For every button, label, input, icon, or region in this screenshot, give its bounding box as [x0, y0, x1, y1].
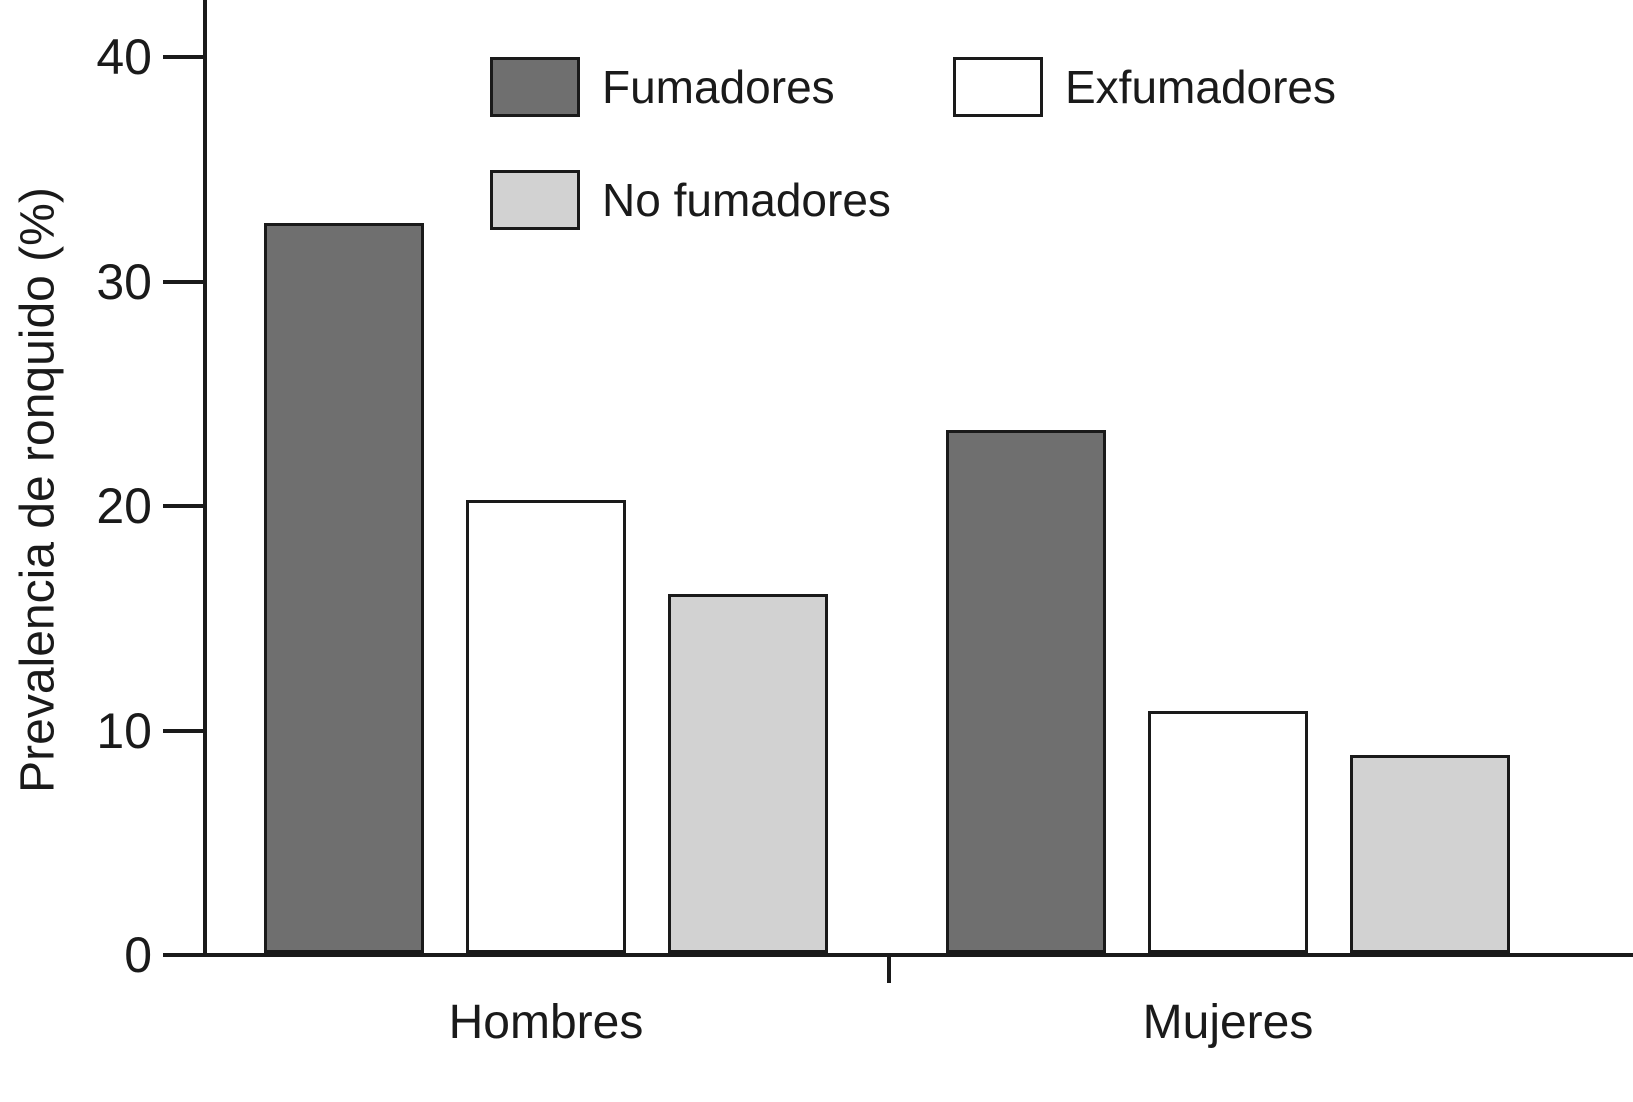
legend-swatch — [490, 57, 580, 117]
legend-label: No fumadores — [602, 174, 891, 226]
bar-hombres-no-fumadores — [668, 594, 828, 953]
bar-hombres-exfumadores — [466, 500, 626, 953]
y-tick-line — [163, 953, 205, 957]
legend-item-exfumadores: Exfumadores — [953, 57, 1336, 117]
legend-item-no-fumadores: No fumadores — [490, 170, 891, 230]
y-tick-label: 40 — [96, 29, 152, 85]
legend-label: Fumadores — [602, 61, 835, 113]
y-tick-line — [163, 279, 205, 284]
bar-mujeres-exfumadores — [1148, 711, 1308, 953]
legend-label: Exfumadores — [1065, 61, 1337, 113]
y-tick-label: 0 — [124, 927, 152, 983]
legend-item-fumadores: Fumadores — [490, 57, 835, 117]
y-tick-line — [163, 504, 205, 508]
y-tick-label: 10 — [96, 702, 152, 759]
y-tick-line — [163, 728, 205, 733]
bar-mujeres-no-fumadores — [1350, 755, 1510, 953]
x-axis-line — [163, 953, 1633, 957]
bar-mujeres-fumadores — [946, 430, 1106, 953]
category-label-mujeres: Mujeres — [1142, 996, 1314, 1049]
y-tick-label: 30 — [96, 253, 152, 310]
category-label-hombres: Hombres — [448, 996, 644, 1049]
y-tick-label: 20 — [96, 478, 152, 534]
legend-swatch — [953, 57, 1043, 117]
legend-swatch — [490, 170, 580, 230]
y-axis-line — [203, 0, 207, 957]
bar-hombres-fumadores — [264, 223, 424, 953]
y-tick-line — [163, 55, 205, 59]
x-axis-group-tick — [887, 957, 891, 983]
